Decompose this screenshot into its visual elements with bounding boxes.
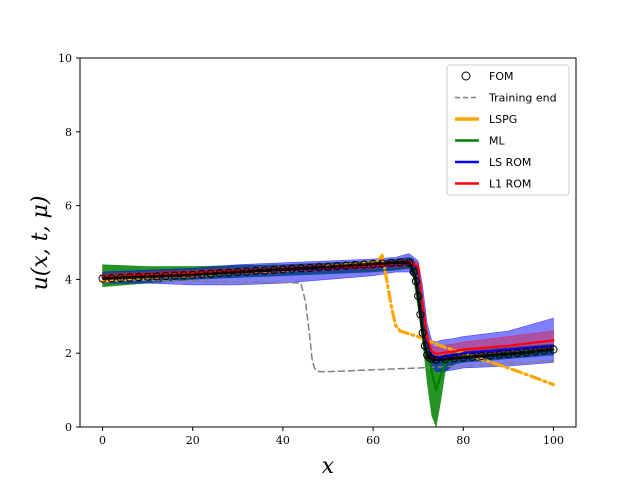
- fom-point: [125, 273, 134, 282]
- fom-point: [296, 264, 306, 273]
- fom-point: [233, 267, 242, 277]
- fom-point: [359, 260, 369, 269]
- fom-point: [549, 345, 558, 354]
- fom-point: [215, 269, 224, 278]
- legend-swatch: [461, 71, 471, 81]
- fom-point: [260, 266, 269, 275]
- fom-point: [387, 258, 396, 267]
- fom-point: [468, 352, 477, 361]
- fom-point: [143, 272, 152, 281]
- fom-point: [287, 264, 297, 273]
- fom-point: [269, 265, 278, 274]
- fom-point: [416, 310, 425, 319]
- legend-label: Training end: [488, 92, 557, 105]
- fom-point: [170, 271, 179, 280]
- fom-point: [477, 352, 486, 361]
- y-tick-label: 0: [65, 421, 72, 434]
- fom-point: [368, 259, 378, 269]
- y-tick-label: 8: [65, 126, 72, 139]
- fom-point: [116, 273, 125, 283]
- y-tick-label: 6: [65, 200, 72, 213]
- x-tick-label: 20: [186, 434, 200, 447]
- fom-point: [98, 274, 107, 283]
- x-tick-label: 60: [366, 434, 380, 447]
- fom-point: [432, 355, 441, 364]
- y-axis-label: u(x, t, μ): [28, 196, 53, 291]
- legend: FOM Training end LSPG ML LS ROM L1 ROM: [446, 64, 570, 196]
- legend-box: [446, 64, 570, 196]
- plot-area: [79, 57, 577, 428]
- legend-label: LSPG: [489, 113, 517, 126]
- legend-item-ls-rom: LS ROM: [455, 156, 531, 169]
- fom-point: [242, 267, 251, 276]
- fom-point: [278, 265, 288, 274]
- fom-point: [314, 263, 324, 272]
- fom-point: [418, 328, 427, 338]
- legend-item-lspg: LSPG: [455, 113, 517, 126]
- fom-point: [161, 271, 170, 281]
- fom-point: [414, 291, 423, 301]
- legend-item-ml: ML: [455, 135, 505, 148]
- fom-point: [531, 347, 540, 356]
- fom-point: [420, 341, 430, 350]
- legend-item-l1-rom: L1 ROM: [455, 178, 531, 191]
- y-tick-label: 4: [65, 273, 72, 286]
- fom-point: [459, 353, 468, 362]
- y-tick-label: 2: [65, 347, 72, 360]
- fom-point: [522, 348, 531, 357]
- fom-point: [251, 266, 260, 276]
- fom-point: [188, 270, 197, 280]
- x-axis-label: x: [322, 454, 335, 479]
- plot-frame: [79, 57, 577, 428]
- fom-point: [411, 277, 421, 286]
- legend-label: L1 ROM: [489, 178, 531, 191]
- fom-point: [378, 259, 387, 268]
- fom-point: [197, 270, 206, 279]
- fom-point: [486, 351, 495, 360]
- legend-label: FOM: [489, 70, 513, 83]
- fom-point: [423, 350, 432, 360]
- legend-label: ML: [489, 135, 505, 148]
- fom-point: [152, 272, 161, 281]
- fom-point: [341, 261, 351, 270]
- training-end-series-line: [101, 278, 555, 373]
- fom-point: [305, 263, 315, 273]
- fom-point: [495, 350, 504, 359]
- fom-point: [450, 354, 459, 363]
- markers-layer: [98, 258, 558, 364]
- legend-item-training-end: Training end: [455, 92, 557, 105]
- x-tick-label: 100: [543, 434, 564, 447]
- fom-point: [350, 260, 360, 270]
- fom-point: [540, 346, 549, 355]
- fom-point: [504, 349, 513, 359]
- fom-point: [332, 262, 342, 271]
- fom-point: [224, 268, 233, 277]
- fom-point: [206, 269, 215, 278]
- x-tick-label: 0: [99, 434, 106, 447]
- fom-point: [396, 258, 405, 267]
- y-axis-ticks: 0 2 4 6 8 10: [58, 52, 80, 434]
- fom-point: [179, 271, 188, 280]
- x-tick-label: 80: [456, 434, 470, 447]
- fom-point: [405, 258, 414, 267]
- fom-point: [107, 274, 116, 283]
- legend-item-fom: FOM: [461, 70, 513, 83]
- legend-label: LS ROM: [489, 156, 531, 169]
- fom-point: [134, 273, 143, 282]
- bands-layer: [102, 253, 554, 427]
- x-tick-label: 40: [276, 434, 290, 447]
- fom-point: [427, 355, 436, 364]
- fom-trace: [102, 260, 554, 362]
- fom-point: [323, 262, 333, 271]
- y-tick-label: 10: [58, 52, 72, 65]
- fom-point: [441, 355, 450, 364]
- x-axis-ticks: 0 20 40 60 80 100: [99, 427, 564, 447]
- fom-point: [409, 267, 418, 277]
- fom-point: [513, 349, 522, 358]
